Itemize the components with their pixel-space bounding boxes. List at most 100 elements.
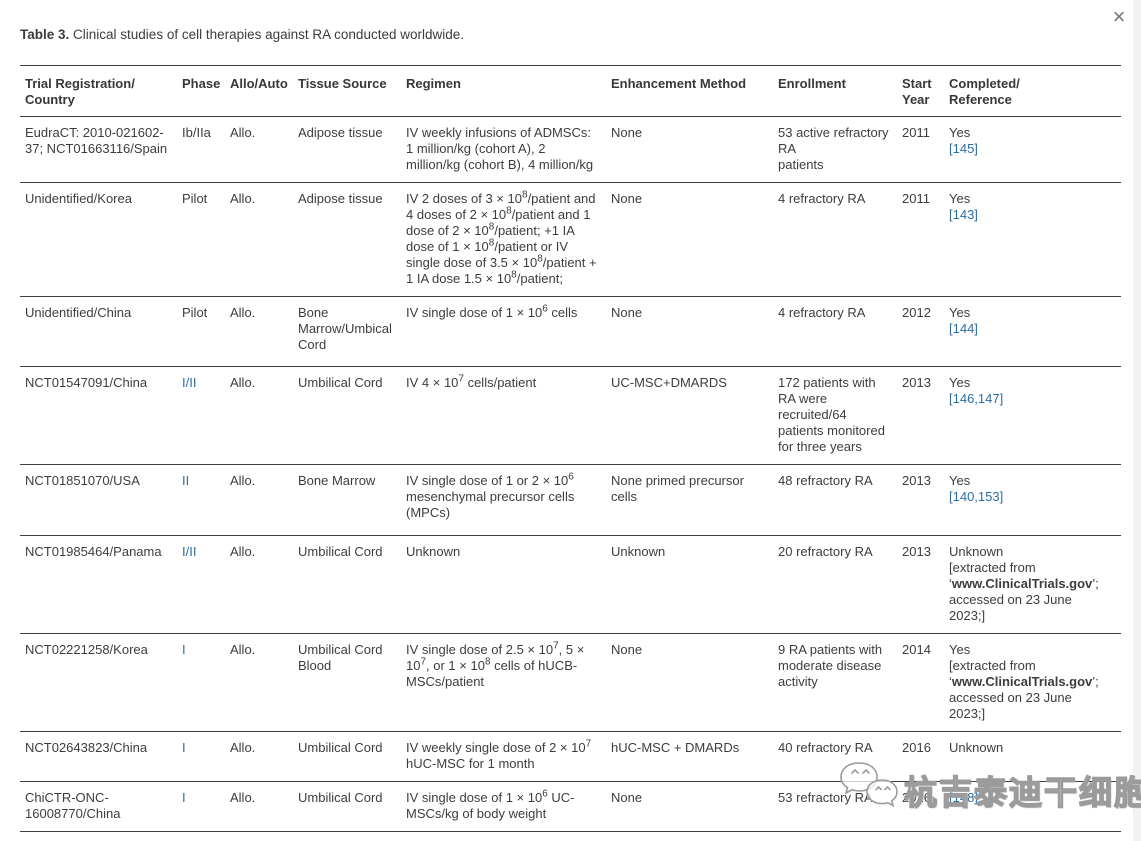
superscript: 8 bbox=[506, 205, 512, 217]
bold-text: www.ClinicalTrials.gov bbox=[951, 674, 1093, 689]
cell-trial: NCT02221258/Korea bbox=[20, 633, 182, 732]
reference-link[interactable]: I/II bbox=[182, 544, 197, 559]
cell-phase: II bbox=[182, 464, 230, 536]
superscript: 6 bbox=[568, 471, 574, 483]
cell-start_year: 2011 bbox=[902, 182, 949, 297]
cell-enhancement: None bbox=[611, 116, 778, 183]
cell-tissue: Adipose tissue bbox=[298, 116, 406, 183]
cell-enrollment: 48 refractory RA bbox=[778, 464, 902, 536]
cell-enhancement: hUC-MSC + DMARDs bbox=[611, 731, 778, 782]
superscript: 8 bbox=[488, 221, 495, 233]
table-row: Unidentified/Korea Pilot Allo. Adipose tiss… bbox=[20, 182, 1121, 297]
cell-trial: NCT01985464/Panama bbox=[20, 535, 182, 634]
cell-completed: Yes [146,147] bbox=[949, 366, 1121, 465]
superscript: 8 bbox=[537, 253, 543, 265]
column-header-enhancement: Enhancement Method bbox=[611, 65, 778, 117]
close-icon[interactable]: × bbox=[1112, 4, 1126, 29]
cell-trial: EudraCT: 2010-021602-37; NCT01663116/Spa… bbox=[20, 116, 182, 183]
table-row: NCT03067870/JordanIAuto.Bone MarrowUnkno… bbox=[20, 831, 1121, 841]
cell-trial: NCT03067870/Jordan bbox=[20, 831, 182, 841]
cell-allo_auto: Allo. bbox=[230, 633, 298, 732]
cell-regimen: IV weekly single dose of 2 × 107 hUC-MSC… bbox=[406, 731, 611, 782]
table-caption: Table 3. Clinical studies of cell therap… bbox=[20, 27, 464, 42]
column-header-regimen: Regimen bbox=[406, 65, 611, 117]
superscript: 6 bbox=[542, 303, 548, 315]
cell-completed: [148] bbox=[949, 781, 1121, 832]
reference-link[interactable]: I bbox=[182, 642, 186, 657]
cell-start_year: 2012 bbox=[902, 296, 949, 367]
column-header-trial: Trial Registration/Country bbox=[20, 65, 182, 117]
page-right-gutter bbox=[1133, 0, 1141, 841]
reference-link[interactable]: I bbox=[182, 790, 186, 805]
cell-regimen: IV single dose of 1 × 106 cells bbox=[406, 296, 611, 367]
cell-start_year: 2011 bbox=[902, 116, 949, 183]
cell-enrollment: 20 refractory RA bbox=[778, 535, 902, 634]
cell-start_year: 2014 bbox=[902, 633, 949, 732]
reference-link[interactable]: [145] bbox=[949, 141, 978, 156]
cell-regimen: Unknown bbox=[406, 831, 611, 841]
cell-trial: Unidentified/China bbox=[20, 296, 182, 367]
bold-text: www.ClinicalTrials.gov bbox=[951, 576, 1093, 591]
cell-completed: Unknown bbox=[949, 831, 1121, 841]
cell-regimen: IV single dose of 1 × 106 UC-MSCs/kg of … bbox=[406, 781, 611, 832]
cell-phase: Ib/IIa bbox=[182, 116, 230, 183]
cell-tissue: Umbilical Cord bbox=[298, 781, 406, 832]
cell-start_year: 2016 bbox=[902, 831, 949, 841]
cell-allo_auto: Allo. bbox=[230, 781, 298, 832]
column-header-tissue: Tissue Source bbox=[298, 65, 406, 117]
cell-enrollment: 100 bbox=[778, 831, 902, 841]
column-header-phase: Phase bbox=[182, 65, 230, 117]
cell-phase: Pilot bbox=[182, 296, 230, 367]
cell-enhancement: UC-MSC+DMARDS bbox=[611, 366, 778, 465]
column-header-allo_auto: Allo/Auto bbox=[230, 65, 298, 117]
cell-completed: Yes [145] bbox=[949, 116, 1121, 183]
reference-link[interactable]: I/II bbox=[182, 375, 197, 390]
superscript: 7 bbox=[553, 640, 559, 652]
cell-enrollment: 9 RA patients with moderate disease activi… bbox=[778, 633, 902, 732]
cell-start_year: 2013 bbox=[902, 366, 949, 465]
cell-allo_auto: Allo. bbox=[230, 182, 298, 297]
cell-regimen: IV weekly infusions of ADMSCs: 1 million… bbox=[406, 116, 611, 183]
watermark-text: 杭吉泰迪干细胞 bbox=[903, 773, 1141, 811]
cell-completed: Yes [143] bbox=[949, 182, 1121, 297]
cell-tissue: Umbilical Cord bbox=[298, 366, 406, 465]
cell-completed: Yes [140,153] bbox=[949, 464, 1121, 536]
cell-start_year: 2016 bbox=[902, 781, 949, 832]
cell-regimen: Unknown bbox=[406, 535, 611, 634]
reference-link[interactable]: [146,147] bbox=[949, 391, 1004, 406]
cell-phase: I bbox=[182, 831, 230, 841]
superscript: 8 bbox=[488, 237, 495, 249]
cell-completed: Unknown bbox=[949, 731, 1121, 782]
wechat-icon bbox=[838, 758, 900, 821]
cell-regimen: IV 2 doses of 3 × 108/patient and 4 dose… bbox=[406, 182, 611, 297]
cell-allo_auto: Allo. bbox=[230, 731, 298, 782]
cell-tissue: Umbilical Cord bbox=[298, 731, 406, 782]
table-row: NCT02221258/Korea I Allo. Umbilical Cord Bl… bbox=[20, 633, 1121, 732]
reference-link[interactable]: [148] bbox=[949, 790, 978, 805]
cell-allo_auto: Auto. bbox=[230, 831, 298, 841]
reference-link[interactable]: [144] bbox=[949, 321, 978, 336]
table-row: NCT01547091/China I/II Allo. Umbilical Cord… bbox=[20, 366, 1121, 465]
cell-enhancement: None bbox=[611, 781, 778, 832]
cell-start_year: 2016 bbox=[902, 731, 949, 782]
cell-allo_auto: Allo. bbox=[230, 296, 298, 367]
cell-enhancement: None bbox=[611, 182, 778, 297]
cell-tissue: Bone Marrow bbox=[298, 464, 406, 536]
cell-tissue: Umbilical Cord Blood bbox=[298, 633, 406, 732]
reference-link[interactable]: I bbox=[182, 740, 186, 755]
cell-trial: Unidentified/Korea bbox=[20, 182, 182, 297]
cell-enhancement: None bbox=[611, 296, 778, 367]
table-caption-text: Clinical studies of cell therapies again… bbox=[69, 27, 464, 42]
superscript: 7 bbox=[420, 656, 427, 668]
superscript: 7 bbox=[458, 373, 464, 385]
reference-link[interactable]: II bbox=[182, 473, 190, 488]
cell-trial: ChiCTR-ONC-16008770/China bbox=[20, 781, 182, 832]
reference-link[interactable]: [143] bbox=[949, 207, 978, 222]
table-body: EudraCT: 2010-021602-37; NCT01663116/Spa… bbox=[20, 116, 1121, 841]
superscript: 6 bbox=[542, 788, 548, 800]
cell-tissue: Umbilical Cord bbox=[298, 535, 406, 634]
superscript: 8 bbox=[484, 656, 491, 668]
reference-link[interactable]: [140,153] bbox=[949, 489, 1004, 504]
cell-tissue: Bone Marrow bbox=[298, 831, 406, 841]
table-row: NCT01985464/Panama I/II Allo. Umbilical Cor… bbox=[20, 535, 1121, 634]
